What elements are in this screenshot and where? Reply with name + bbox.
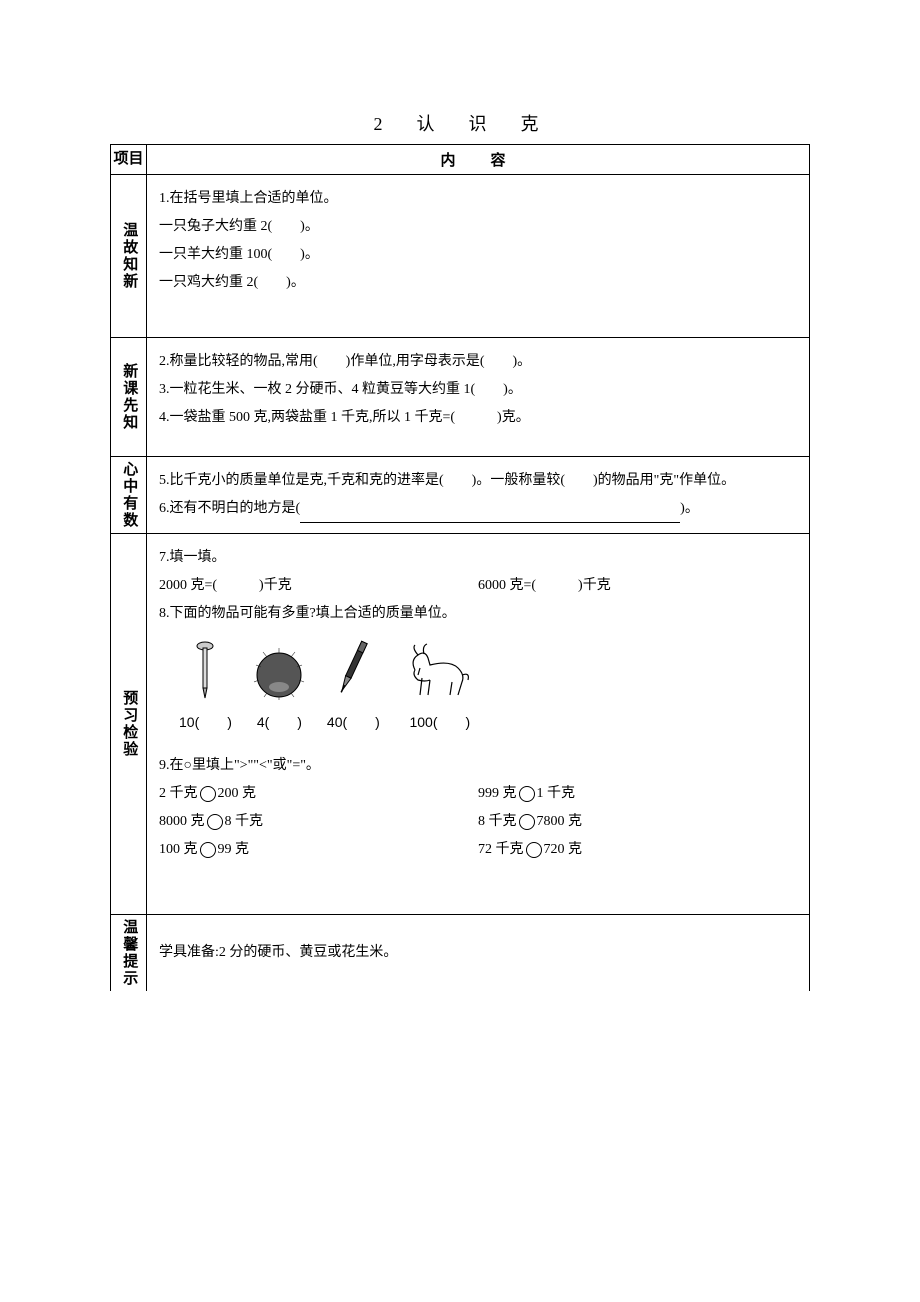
q7-a: 2000 克=( )千克 xyxy=(159,572,478,600)
section-label-summary: 心中有数 xyxy=(111,457,147,534)
q3: 3.一粒花生米、一枚 2 分硬币、4 粒黄豆等大约重 1( )。 xyxy=(159,376,797,404)
q9-row2: 8000 克8 千克 8 千克7800 克 xyxy=(159,808,797,836)
section-content-practice: 7.填一填。 2000 克=( )千克 6000 克=( )千克 8.下面的物品… xyxy=(147,534,810,915)
q1-line-b: 一只羊大约重 100( )。 xyxy=(159,241,797,269)
section-label-practice: 预习检验 xyxy=(111,534,147,915)
q9-f: 72 千克720 克 xyxy=(478,836,797,864)
q6: 6.还有不明白的地方是()。 xyxy=(159,495,797,523)
section-label-preview: 新课先知 xyxy=(111,338,147,457)
q9-e: 100 克99 克 xyxy=(159,836,478,864)
section-content-preview: 2.称量比较轻的物品,常用( )作单位,用字母表示是( )。 3.一粒花生米、一… xyxy=(147,338,810,457)
chestnut-icon xyxy=(252,640,307,700)
section-content-summary: 5.比千克小的质量单位是克,千克和克的进率是( )。一般称量较( )的物品用"克… xyxy=(147,457,810,534)
q1-line-c: 一只鸡大约重 2( )。 xyxy=(159,269,797,297)
header-project: 项目 xyxy=(111,145,147,175)
header-row: 项目 内 容 xyxy=(111,145,810,175)
q9-row1: 2 千克200 克 999 克1 千克 xyxy=(159,780,797,808)
goat-icon xyxy=(400,640,480,700)
section-label-review: 温故知新 xyxy=(111,175,147,338)
img-label-pen: 40( ) xyxy=(327,708,380,736)
page-title: 2 认 识 克 xyxy=(110,110,810,144)
q9-intro: 9.在○里填上">""<"或"="。 xyxy=(159,752,797,780)
img-label-nail: 10( ) xyxy=(179,708,232,736)
q9-row3: 100 克99 克 72 千克720 克 xyxy=(159,836,797,864)
q7-row: 2000 克=( )千克 6000 克=( )千克 xyxy=(159,572,797,600)
q7-b: 6000 克=( )千克 xyxy=(478,572,797,600)
pen-icon xyxy=(327,640,380,700)
section-summary: 心中有数 5.比千克小的质量单位是克,千克和克的进率是( )。一般称量较( )的… xyxy=(111,457,810,534)
img-item-nail: 10( ) xyxy=(179,640,232,736)
section-review: 温故知新 1.在括号里填上合适的单位。 一只兔子大约重 2( )。 一只羊大约重… xyxy=(111,175,810,338)
img-item-chestnut: 4( ) xyxy=(252,640,307,736)
q1-intro: 1.在括号里填上合适的单位。 xyxy=(159,185,797,213)
img-label-chestnut: 4( ) xyxy=(252,708,307,736)
section-preview: 新课先知 2.称量比较轻的物品,常用( )作单位,用字母表示是( )。 3.一粒… xyxy=(111,338,810,457)
q9-c: 8000 克8 千克 xyxy=(159,808,478,836)
q9-a: 2 千克200 克 xyxy=(159,780,478,808)
nail-icon xyxy=(179,640,232,700)
section-label-tip: 温馨提示 xyxy=(111,915,147,992)
img-item-goat: 100( ) xyxy=(400,640,480,736)
section-practice: 预习检验 7.填一填。 2000 克=( )千克 6000 克=( )千克 8.… xyxy=(111,534,810,915)
q5: 5.比千克小的质量单位是克,千克和克的进率是( )。一般称量较( )的物品用"克… xyxy=(159,467,797,495)
section-content-tip: 学具准备:2 分的硬币、黄豆或花生米。 xyxy=(147,915,810,992)
q8-intro: 8.下面的物品可能有多重?填上合适的质量单位。 xyxy=(159,600,797,628)
img-label-goat: 100( ) xyxy=(400,708,480,736)
q1-line-a: 一只兔子大约重 2( )。 xyxy=(159,213,797,241)
q8-images: 10( ) xyxy=(179,640,797,736)
worksheet-table: 项目 内 容 温故知新 1.在括号里填上合适的单位。 一只兔子大约重 2( )。… xyxy=(110,144,810,991)
tip-text: 学具准备:2 分的硬币、黄豆或花生米。 xyxy=(159,939,797,967)
q7-intro: 7.填一填。 xyxy=(159,544,797,572)
q9-b: 999 克1 千克 xyxy=(478,780,797,808)
q4: 4.一袋盐重 500 克,两袋盐重 1 千克,所以 1 千克=( )克。 xyxy=(159,404,797,432)
q2: 2.称量比较轻的物品,常用( )作单位,用字母表示是( )。 xyxy=(159,348,797,376)
q9-d: 8 千克7800 克 xyxy=(478,808,797,836)
section-tip: 温馨提示 学具准备:2 分的硬币、黄豆或花生米。 xyxy=(111,915,810,992)
header-content: 内 容 xyxy=(147,145,810,175)
section-content-review: 1.在括号里填上合适的单位。 一只兔子大约重 2( )。 一只羊大约重 100(… xyxy=(147,175,810,338)
img-item-pen: 40( ) xyxy=(327,640,380,736)
